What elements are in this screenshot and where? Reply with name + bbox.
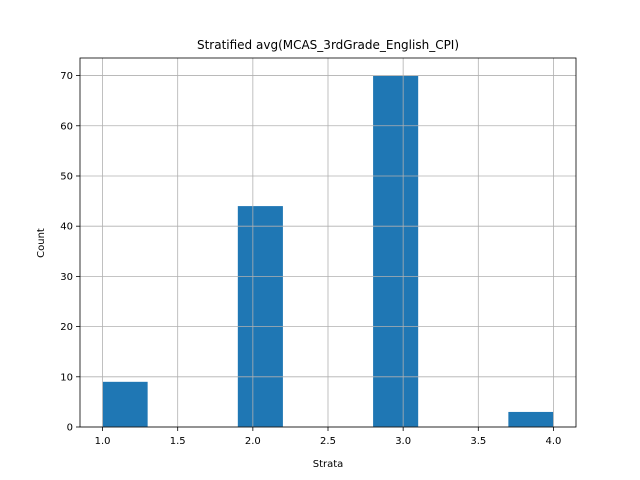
y-tick-label: 20 — [60, 322, 73, 333]
chart-title: Stratified avg(MCAS_3rdGrade_English_CPI… — [197, 38, 459, 52]
x-tick-label: 4.0 — [546, 436, 562, 447]
x-tick-label: 3.0 — [395, 436, 411, 447]
x-tick-label: 3.5 — [470, 436, 486, 447]
y-axis-label: Count — [36, 228, 47, 258]
histogram-bar — [508, 411, 554, 427]
x-tick-label: 1.0 — [95, 436, 111, 447]
x-tick-label: 1.5 — [170, 436, 186, 447]
x-axis-label: Strata — [313, 459, 344, 470]
y-tick-label: 60 — [60, 121, 73, 132]
y-tick-label: 70 — [60, 71, 73, 82]
histogram-bar — [373, 75, 419, 428]
y-tick-label: 30 — [60, 272, 73, 283]
y-tick-label: 0 — [67, 423, 73, 434]
y-tick-label: 10 — [60, 372, 73, 383]
y-tick-label: 40 — [60, 222, 73, 233]
histogram-bar — [102, 381, 148, 427]
bar-layer — [102, 75, 554, 428]
x-tick-label: 2.0 — [245, 436, 261, 447]
histogram-bar — [237, 206, 283, 427]
x-tick-label: 2.5 — [320, 436, 336, 447]
axes-layer: 1.0 1.5 2.0 2.5 3.0 3.5 4.0 0 10 20 30 40 50 60 70 — [60, 57, 577, 447]
y-tick-label: 50 — [60, 171, 73, 182]
grid-layer — [80, 58, 576, 428]
